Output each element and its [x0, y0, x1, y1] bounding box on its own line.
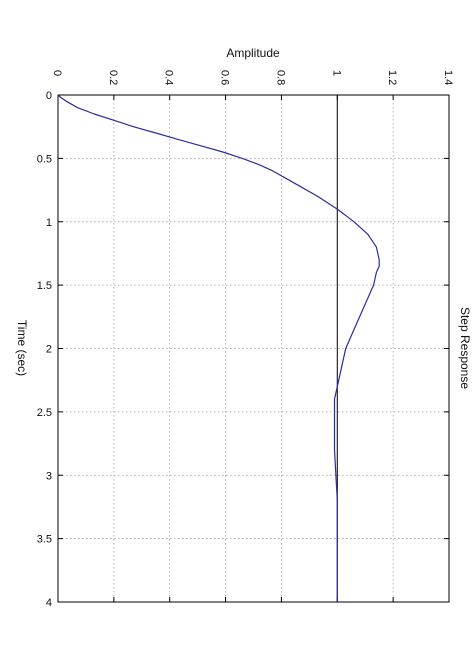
y-tick-label: 0 — [51, 70, 63, 76]
x-tick-label: 2 — [46, 344, 52, 356]
step-response-line — [57, 94, 380, 602]
y-tick-label: 0.8 — [274, 70, 286, 85]
chart-title: Step Response — [458, 307, 472, 389]
y-tick-label: 0.2 — [107, 70, 119, 85]
series-group — [57, 94, 380, 602]
x-tick-labels: 0 0.5 1 1.5 2 2.5 3 3.5 4 — [37, 90, 52, 609]
y-tick-label: 0.6 — [219, 70, 231, 85]
x-tick-label: 1 — [46, 217, 52, 229]
y-tick-label: 1 — [330, 70, 342, 76]
y-tick-label: 1.2 — [386, 70, 398, 85]
x-tick-label: 0 — [46, 90, 52, 102]
x-tick-label: 3.5 — [37, 534, 52, 546]
y-tick-label: 0.4 — [163, 70, 175, 85]
x-axis-label: Time (sec) — [15, 320, 29, 376]
x-tick-label: 0.5 — [37, 153, 52, 165]
x-tick-label: 4 — [46, 597, 52, 609]
y-tick-labels: 0 0.2 0.4 0.6 0.8 1 1.2 1.4 — [51, 70, 454, 85]
y-axis-label: Amplitude — [226, 46, 280, 60]
x-tick-label: 3 — [46, 470, 52, 482]
y-tick-label: 1.4 — [442, 70, 454, 85]
x-tick-label: 2.5 — [37, 407, 52, 419]
x-tick-label: 1.5 — [37, 280, 52, 292]
